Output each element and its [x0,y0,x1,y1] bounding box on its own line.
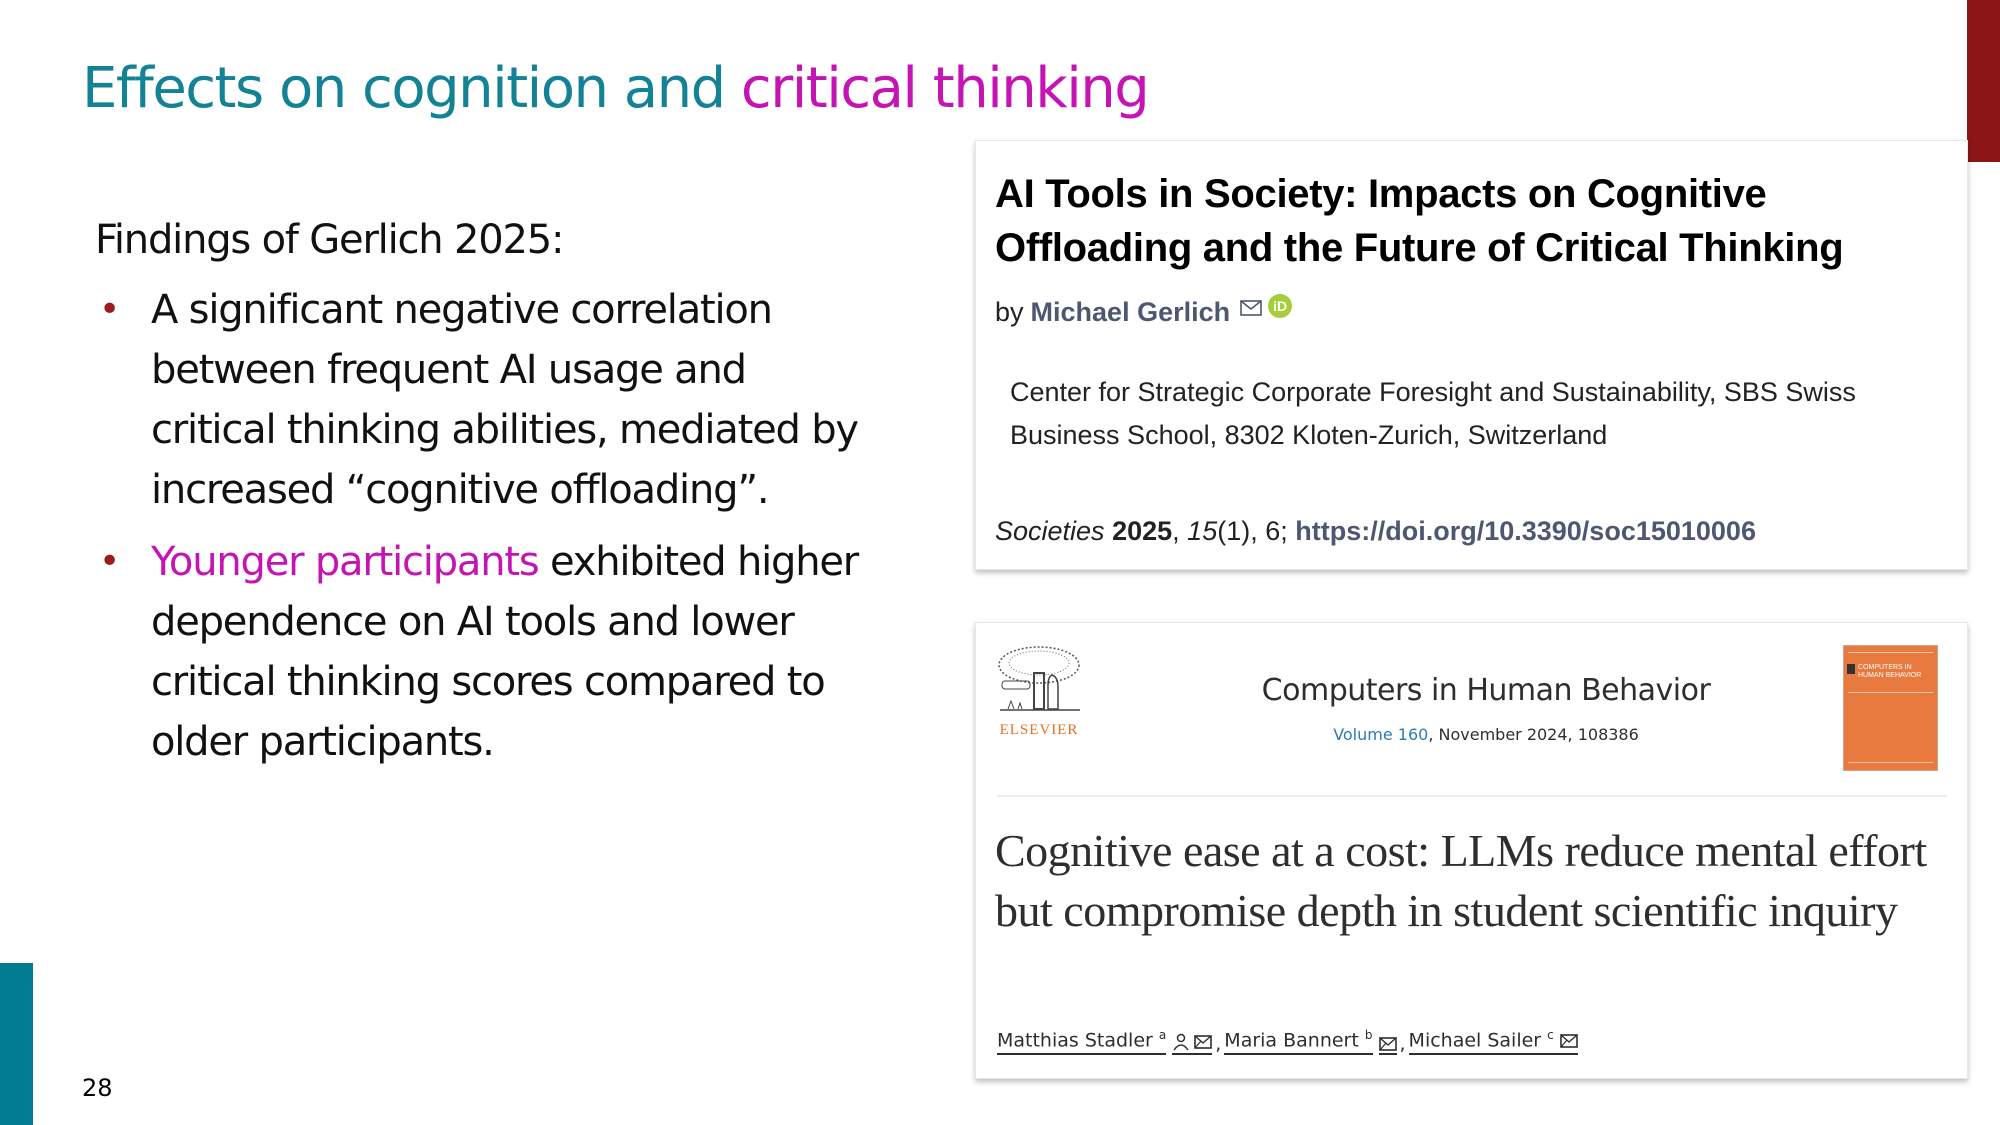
elsevier-logo[interactable]: ELSEVIER [996,645,1082,741]
title-accent: critical thinking [740,56,1150,121]
citation-journal: Societies [995,516,1105,546]
page-number: 28 [82,1074,113,1102]
paper-title: AI Tools in Society: Impacts on Cognitiv… [995,172,1844,270]
journal-name[interactable]: Computers in Human Behavior [1261,673,1711,708]
title-main: Effects on cognition and [82,56,741,121]
by-label: by [995,297,1024,327]
doi-link[interactable]: https://doi.org/10.3390/soc15010006 [1295,516,1756,546]
mail-icon[interactable] [1194,1035,1213,1050]
paper-card-gerlich: AI Tools in Society: Impacts on Cognitiv… [975,140,1968,570]
paper-byline: by Michael Gerlich iD [995,293,1293,328]
elsevier-tree-icon [998,646,1080,711]
finding-item: • A significant negative correlation bet… [95,280,875,520]
paper-card-stadler: ELSEVIER Computers in Human Behavior Vol… [975,622,1968,1079]
volume-link[interactable]: Volume 160 [1333,725,1429,744]
cover-logo [1847,664,1855,674]
author-link[interactable]: Maria Bannert b [1224,1028,1373,1056]
publisher-name: ELSEVIER [999,722,1079,738]
cover-title: COMPUTERS IN HUMAN BEHAVIOR [1858,664,1922,679]
author-link[interactable]: Matthias Stadler a [997,1028,1167,1056]
header-divider [997,795,1947,797]
author-name: Matthias Stadler [997,1029,1153,1052]
author-list: Matthias Stadler a , Maria Bannert b , M… [997,1028,1578,1056]
separator: , [1215,1033,1222,1056]
bullet-icon: • [99,289,120,330]
citation-volume: 15 [1187,516,1218,546]
orcid-icon[interactable]: iD [1268,293,1293,318]
citation-sep: , [1172,516,1188,546]
journal-issue: Volume 160, November 2024, 108386 [1236,725,1736,744]
red-accent-bar [1967,0,2000,162]
paper-title: Cognitive ease at a cost: LLMs reduce me… [995,825,1927,936]
author-icons [1378,1037,1397,1056]
mail-icon[interactable] [1560,1034,1578,1048]
person-icon[interactable] [1172,1033,1190,1051]
citation-issue: (1), 6; [1217,516,1296,546]
mail-icon[interactable] [1378,1037,1397,1052]
findings-section: Findings of Gerlich 2025: • A significan… [95,210,875,784]
author-name: Michael Sailer [1408,1029,1542,1052]
citation: Societies 2025, 15(1), 6; https://doi.or… [995,516,1756,547]
teal-accent-bar [0,963,33,1125]
author-name: Maria Bannert [1224,1029,1359,1052]
mail-icon[interactable] [1240,292,1262,323]
journal-cover-image[interactable]: COMPUTERS IN HUMAN BEHAVIOR [1843,645,1938,771]
finding-text: exhibited higher dependence on AI tools … [151,539,859,765]
cover-line [1848,652,1933,653]
finding-item: • Younger participants exhibited higher … [95,532,875,772]
cover-line [1848,762,1933,763]
author-affiliation-marker: c [1547,1028,1554,1042]
findings-list: • A significant negative correlation bet… [95,280,875,772]
findings-intro: Findings of Gerlich 2025: [95,217,564,263]
author-icons [1172,1033,1213,1056]
cover-line [1848,692,1933,693]
bullet-icon: • [99,541,120,582]
author-affiliation-marker: b [1364,1028,1373,1042]
author-affiliation-marker: a [1158,1028,1167,1042]
author-link[interactable]: Michael Sailer c [1408,1028,1578,1056]
affiliation: Center for Strategic Corporate Foresight… [1010,377,1856,450]
finding-text: A significant negative correlation betwe… [151,287,859,513]
separator: , [1399,1033,1406,1056]
issue-details: , November 2024, 108386 [1428,725,1639,744]
slide-title: Effects on cognition and critical thinki… [82,56,1150,121]
citation-year: 2025 [1112,516,1173,546]
finding-highlight: Younger participants [151,539,540,585]
author-link[interactable]: Michael Gerlich [1030,297,1231,327]
